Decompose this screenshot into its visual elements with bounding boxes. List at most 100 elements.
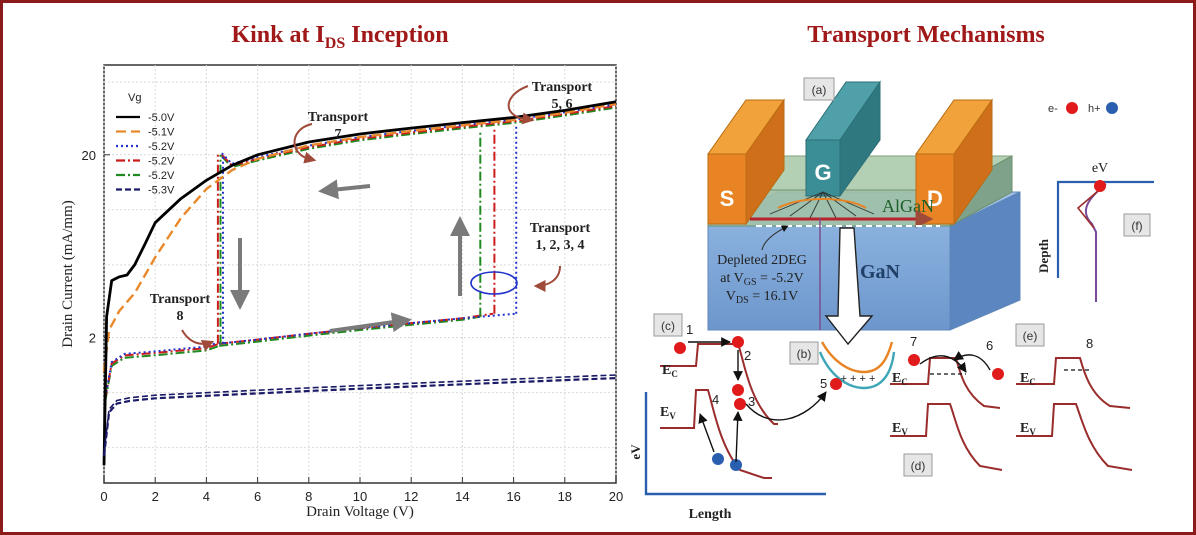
- panel-e-ec-band: [1016, 357, 1131, 409]
- depletion-arc: [777, 198, 867, 209]
- panel-d-electron-2: [992, 368, 1004, 380]
- curve-low-green: [219, 315, 481, 347]
- svg-text:at VGS = -5.2V: at VGS = -5.2V: [720, 271, 803, 288]
- panel-e-box: [1015, 323, 1045, 347]
- x-tick-label: 14: [455, 489, 469, 504]
- right-title: Transport Mechanisms: [807, 22, 1045, 48]
- panel-f-depth-label: Depth: [1036, 238, 1051, 273]
- annotation-transport-56-label: Transport 5, 6: [532, 80, 593, 112]
- x-tick-labels: 0 2 4 6 8 10 12 14 16 18 20: [100, 489, 623, 504]
- hole-legend-dot: [1106, 102, 1118, 114]
- annotation-transport-7-label: Transport 7: [308, 110, 369, 142]
- svg-text:1: 1: [686, 322, 693, 337]
- panel-f-box: [1123, 213, 1151, 237]
- panel-c-axes: [644, 392, 826, 496]
- panel-c-x-label: Length: [689, 507, 732, 522]
- panel-f-band-2: [1076, 185, 1105, 229]
- x-tick-label: 6: [254, 489, 261, 504]
- svg-text:VDS = 16.1V: VDS = 16.1V: [726, 289, 798, 306]
- panel-d-ev-label: EV: [892, 421, 908, 437]
- drain-side: [953, 98, 993, 226]
- panel-f-axes: [1056, 180, 1154, 278]
- panel-d-ec-band: [890, 357, 1001, 409]
- particle-legend: e- h+: [1048, 102, 1118, 115]
- panel-b-box: [789, 341, 819, 365]
- panel-c: (c) eV Length EC EV 1 2 3 4: [628, 313, 827, 522]
- curve-black: [102, 100, 617, 466]
- panel-f-label: (f): [1131, 219, 1142, 233]
- curve-upper-green: [221, 106, 617, 168]
- panel-b-number: 5: [820, 376, 827, 391]
- electron-legend-dot: [1066, 102, 1078, 114]
- panel-d-arrow-7: [919, 355, 967, 373]
- panel-f-band: [1084, 183, 1107, 302]
- kink-highlight-ellipse: [470, 271, 518, 295]
- panel-c-electron-1: [674, 342, 686, 354]
- arrow-right: [329, 312, 412, 333]
- panel-a-label: (a): [812, 83, 827, 97]
- curve-low-common-blue: [104, 341, 220, 398]
- panel-d-ec-label: EC: [892, 371, 908, 387]
- panel-b-orange-well: [820, 341, 894, 374]
- sweep-arrows: [230, 179, 470, 333]
- x-tick-label: 16: [506, 489, 520, 504]
- panel-c-box: [653, 313, 683, 337]
- panel-e-number: 8: [1086, 336, 1093, 351]
- panel-c-ev-label: EV: [660, 405, 676, 421]
- panel-d-electron-1: [908, 354, 920, 366]
- panel-c-electron-2: [732, 336, 744, 348]
- annotation-transport-56-arrow: [507, 85, 535, 125]
- y-tick-label: 20: [82, 148, 96, 163]
- source-side: [745, 98, 785, 226]
- panel-e: (e) 8 EC EV: [1015, 323, 1133, 471]
- svg-text:2: 2: [744, 348, 751, 363]
- x-tick-label: 18: [558, 489, 572, 504]
- annotation-transport-8-arrow: [181, 329, 215, 352]
- legend-title: Vg: [128, 92, 141, 104]
- arrow-left: [318, 179, 371, 200]
- panel-c-hole-1: [712, 453, 724, 465]
- panel-c-y-label: eV: [628, 444, 643, 460]
- curve-navy: [102, 377, 617, 457]
- depleted-2deg-text: Depleted 2DEG at VGS = -5.2V VDS = 16.1V: [717, 253, 807, 306]
- panel-b-cyan-well: [818, 351, 896, 390]
- panel-e-ev-label: EV: [1020, 421, 1036, 437]
- left-title: Kink at IDS Inception: [231, 22, 448, 52]
- panel-b: (b) + + + + 5: [789, 341, 896, 391]
- legend-entry: -5.2V: [148, 156, 175, 168]
- panel-e-ec-label: EC: [1020, 371, 1036, 387]
- x-tick-label: 4: [203, 489, 210, 504]
- panel-f: eV Depth (f): [1036, 161, 1154, 302]
- x-tick-label: 0: [100, 489, 107, 504]
- annotation-transport-1234-label: Transport 1, 2, 3, 4: [530, 221, 591, 253]
- curve-orange: [102, 102, 617, 372]
- legend-entry: -5.0V: [148, 112, 175, 124]
- x-tick-label: 8: [305, 489, 312, 504]
- gate-label: G: [814, 160, 831, 185]
- x-tick-label: 10: [353, 489, 367, 504]
- annotation-transport-1234-arrow: [533, 265, 561, 292]
- depleted-pointer: [761, 225, 789, 251]
- panel-d-label: (d): [911, 459, 926, 473]
- svg-text:Depleted 2DEG: Depleted 2DEG: [717, 253, 807, 268]
- x-tick-label: 2: [152, 489, 159, 504]
- annotation-transport-7-arrow: [293, 123, 317, 164]
- x-axis-label: Drain Voltage (V): [306, 504, 414, 520]
- panel-b-charges: + + + +: [841, 373, 876, 385]
- panel-d-numbers: 7 6: [910, 334, 993, 353]
- curve-navy-2: [103, 374, 617, 453]
- panel-c-arrow-3: [732, 411, 743, 463]
- panel-c-hole-2: [730, 459, 742, 471]
- panel-c-numbers: 1 2 3 4: [686, 322, 755, 409]
- svg-text:4: 4: [712, 392, 719, 407]
- annotation-transport-8-label: Transport 8: [150, 292, 211, 324]
- panel-f-electron: [1094, 180, 1106, 192]
- panel-d-arrow-6: [953, 351, 991, 371]
- panel-e-ev-band: [1016, 403, 1133, 471]
- panel-b-label: (b): [797, 347, 812, 361]
- panel-a-box: [803, 77, 835, 101]
- panel-c-electron-3: [732, 384, 744, 396]
- svg-text:6: 6: [986, 338, 993, 353]
- source-label: S: [720, 186, 735, 211]
